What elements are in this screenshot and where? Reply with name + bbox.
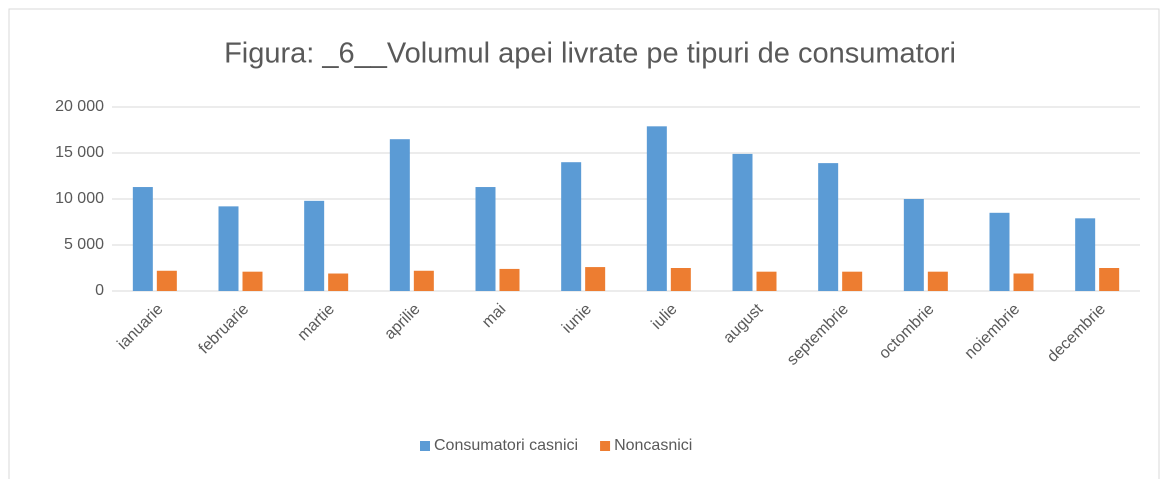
bar: [389, 139, 410, 291]
bar: [1013, 273, 1034, 291]
bar: [646, 126, 667, 291]
bar: [585, 267, 606, 291]
bar: [732, 153, 753, 291]
y-tick-label: 0: [95, 282, 104, 299]
bar: [242, 271, 263, 291]
bar: [499, 268, 520, 291]
chart-title: Figura: _6__Volumul apei livrate pe tipu…: [224, 38, 956, 70]
y-tick-label: 5 000: [64, 236, 104, 253]
bar: [927, 271, 948, 291]
legend-swatch: [600, 441, 611, 451]
legend-label: Consumatori casnici: [434, 437, 578, 454]
y-tick-label: 15 000: [55, 144, 104, 161]
y-tick-label: 20 000: [55, 98, 104, 115]
y-tick-label: 10 000: [55, 190, 104, 207]
bar: [328, 273, 349, 291]
chart-border: [8, 8, 1160, 479]
bar: [561, 162, 582, 291]
bar: [218, 206, 239, 291]
bar: [304, 200, 325, 291]
bar: [475, 187, 496, 291]
bar: [413, 270, 434, 291]
legend-swatch: [420, 441, 430, 451]
legend-label: Noncasnici: [614, 437, 692, 454]
bar: [1075, 218, 1096, 291]
bar: [756, 271, 777, 291]
bar: [989, 212, 1010, 291]
bar: [903, 199, 924, 291]
bar: [670, 268, 691, 291]
bar: [132, 187, 153, 291]
bar: [1099, 268, 1120, 291]
bar: [842, 271, 863, 291]
bar: [156, 270, 177, 291]
bar: [818, 163, 839, 291]
